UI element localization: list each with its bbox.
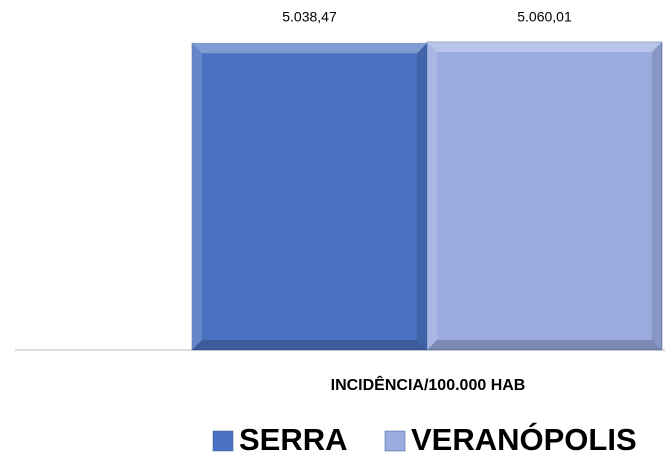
x-tick-label: INCIDÊNCIA/100.000 HAB [331,375,526,394]
bar-bevel [192,43,427,54]
bar-bevel [427,340,662,350]
bar-bevel [417,43,427,350]
value-label: 5.060,01 [517,9,572,25]
bar [191,42,428,351]
legend-swatch [212,430,234,452]
legend-label: VERANÓPOLIS [411,421,637,457]
bar-bevel [652,42,662,350]
bar-bevel [427,42,437,350]
legend-label: SERRA [239,422,348,457]
bar-bevel [427,42,662,52]
value-label: 5.038,47 [282,9,337,25]
bar-bevel [192,340,427,350]
bar [426,41,663,351]
legend-swatch [384,430,406,452]
bar-bevel [192,43,202,350]
